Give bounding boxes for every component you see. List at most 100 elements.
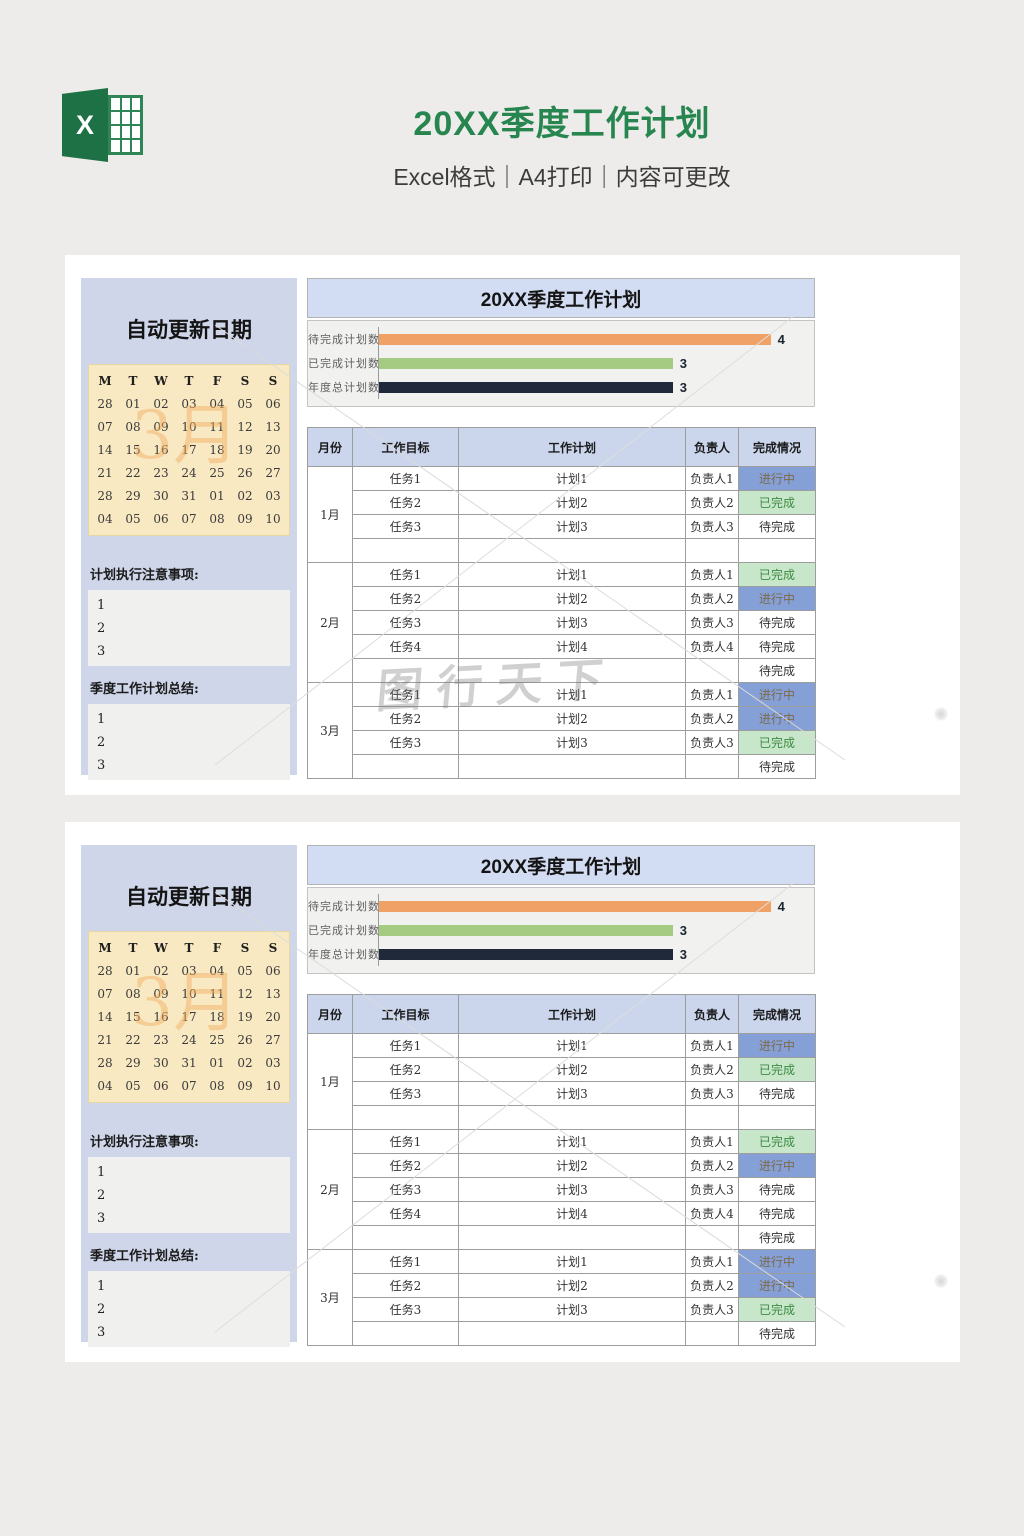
- table-row: 任务2 计划2 负责人2 已完成: [308, 490, 816, 515]
- calendar-day: 27: [265, 1033, 281, 1047]
- calendar-day: 05: [237, 397, 253, 411]
- table-row: 任务2 计划2 负责人2 进行中: [308, 1273, 816, 1298]
- summary-item: 3: [97, 758, 106, 773]
- plan-cell: 计划2: [458, 1153, 686, 1178]
- bar: [379, 900, 771, 912]
- calendar-day: 09: [153, 987, 169, 1001]
- month-cell: 3月: [307, 1249, 353, 1346]
- goal-cell: 任务1: [352, 1249, 459, 1274]
- header-text: 20XX季度工作计划 Excel格式｜A4打印｜内容可更改: [100, 96, 1024, 192]
- calendar-day: 05: [125, 512, 141, 526]
- calendar-day: 06: [153, 1079, 169, 1093]
- goal-cell: 任务1: [352, 1129, 459, 1154]
- sidebar-title: 自动更新日期: [126, 319, 252, 342]
- month-cell: 3月: [307, 682, 353, 779]
- chart-title: 20XX季度工作计划: [307, 278, 815, 318]
- plan-cell: 计划1: [458, 1129, 686, 1154]
- table-row: 任务2 计划2 负责人2 已完成: [308, 1057, 816, 1082]
- month-cell: 2月: [307, 1129, 353, 1250]
- bar: [379, 357, 673, 369]
- bar-row: 待完成计划数 4: [308, 894, 802, 918]
- owner-cell: 负责人2: [685, 586, 739, 611]
- plan-cell: 计划3: [458, 1297, 686, 1322]
- calendar-day: 14: [97, 443, 113, 457]
- plan-cell: [458, 754, 686, 779]
- status-cell: 进行中: [738, 1153, 816, 1178]
- calendar-day: 26: [237, 466, 253, 480]
- column-header: 工作计划: [458, 427, 686, 467]
- bar-value: 3: [679, 379, 687, 395]
- goal-cell: 任务3: [352, 610, 459, 635]
- calendar-day: 02: [237, 1056, 253, 1070]
- calendar-day: 30: [153, 1056, 169, 1070]
- bar-row: 年度总计划数 3: [308, 942, 802, 966]
- sidebar-title: 自动更新日期: [126, 886, 252, 909]
- excel-logo-icon: X: [62, 88, 143, 162]
- goal-cell: 任务2: [352, 1273, 459, 1298]
- plan-cell: 计划2: [458, 586, 686, 611]
- owner-cell: 负责人4: [685, 634, 739, 659]
- calendar-weekday: W: [154, 941, 168, 955]
- owner-cell: 负责人3: [685, 1081, 739, 1106]
- calendar-day: 09: [237, 1079, 253, 1093]
- calendar-day: 05: [125, 1079, 141, 1093]
- bar-value: 3: [679, 355, 687, 371]
- calendar-day: 29: [125, 1056, 141, 1070]
- plan-cell: 计划2: [458, 706, 686, 731]
- goal-cell: [352, 1225, 459, 1250]
- notes-box: 1 2 3: [88, 590, 290, 666]
- calendar-weekday: W: [154, 374, 168, 388]
- calendar-day: 07: [181, 1079, 197, 1093]
- summary-label: 季度工作计划总结:: [90, 1249, 199, 1264]
- status-cell: 待完成: [738, 514, 816, 539]
- plan-table: 月份 工作目标 工作计划 负责人 完成情况 1月 任务1 计划1 负责人1 进行中 任务2 计划2 负…: [307, 994, 816, 1346]
- column-header: 月份: [307, 994, 353, 1034]
- calendar-day: 01: [209, 489, 225, 503]
- owner-cell: [685, 658, 739, 683]
- calendar-day: 10: [181, 987, 197, 1001]
- status-cell: 进行中: [738, 1249, 816, 1274]
- status-cell: 待完成: [738, 754, 816, 779]
- bar-row: 年度总计划数 3: [308, 375, 802, 399]
- calendar-weekday: S: [240, 941, 250, 955]
- goal-cell: 任务3: [352, 1081, 459, 1106]
- summary-box: 1 2 3: [88, 704, 290, 780]
- calendar-weekday: S: [268, 374, 278, 388]
- calendar-day: 28: [97, 489, 113, 503]
- calendar-day: 03: [265, 489, 281, 503]
- calendar-weekday: T: [184, 374, 194, 388]
- table-row: 任务2 计划2 负责人2 进行中: [308, 586, 816, 611]
- calendar-day: 16: [153, 443, 169, 457]
- bar-label: 待完成计划数: [308, 900, 380, 913]
- calendar-day: 15: [125, 1010, 141, 1024]
- bar-label: 已完成计划数: [308, 357, 380, 370]
- owner-cell: 负责人4: [685, 1201, 739, 1226]
- summary-item: 1: [97, 712, 106, 727]
- status-cell: 待完成: [738, 1201, 816, 1226]
- stamp-watermark-icon: [934, 1274, 948, 1288]
- table-row: 2月 任务1 计划1 负责人1 已完成: [307, 1129, 816, 1250]
- calendar-day: 24: [181, 1033, 197, 1047]
- calendar-day: 22: [125, 1033, 141, 1047]
- calendar-day: 04: [209, 964, 225, 978]
- status-cell: 进行中: [738, 682, 816, 707]
- calendar-day: 03: [265, 1056, 281, 1070]
- bar-track: 4: [378, 327, 802, 351]
- bar-row: 待完成计划数 4: [308, 327, 802, 351]
- status-cell: [738, 538, 816, 563]
- status-cell: 已完成: [738, 1129, 816, 1154]
- table-row: 2月 任务1 计划1 负责人1 已完成: [307, 562, 816, 683]
- calendar-day: 10: [265, 512, 281, 526]
- plan-cell: 计划3: [458, 730, 686, 755]
- column-header: 负责人: [685, 427, 739, 467]
- table-row: [308, 538, 816, 563]
- calendar-day: 06: [153, 512, 169, 526]
- excel-x-letter: X: [75, 109, 94, 140]
- calendar-day: 06: [265, 397, 281, 411]
- calendar-day: 22: [125, 466, 141, 480]
- bar: [379, 948, 673, 960]
- calendar-day: 02: [153, 964, 169, 978]
- plan-table: 月份 工作目标 工作计划 负责人 完成情况 1月 任务1 计划1 负责人1 进行中 任务2 计划2 负…: [307, 427, 816, 779]
